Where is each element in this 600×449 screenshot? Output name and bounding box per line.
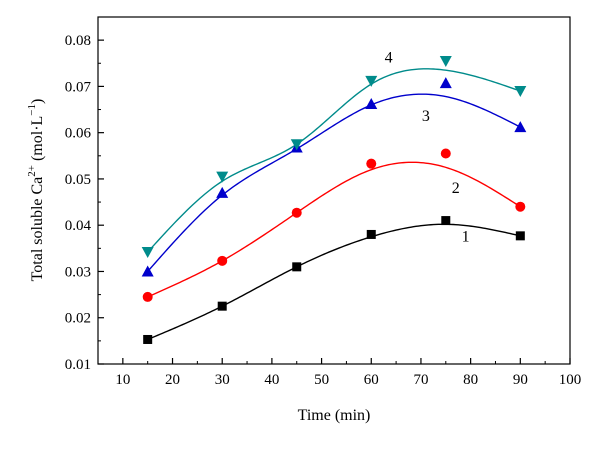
data-point-series-2 <box>217 255 228 266</box>
series-labels: 1 2 3 4 <box>385 49 470 245</box>
y-axis-ticks: 0.01 0.02 0.03 0.04 0.05 0.06 0.07 0.08 <box>65 33 104 373</box>
x-tick-label: 30 <box>215 372 230 388</box>
series-label-3: 3 <box>422 108 430 125</box>
data-point-series-2 <box>142 291 153 302</box>
series-label-4: 4 <box>385 49 393 66</box>
y-tick-label: 0.01 <box>65 357 91 373</box>
x-axis-title: Time (min) <box>298 407 371 424</box>
data-point-series-1 <box>441 216 451 226</box>
data-point-series-4 <box>141 247 154 259</box>
x-tick-label: 70 <box>413 372 428 388</box>
series-label-2: 2 <box>452 180 460 197</box>
data-point-series-3 <box>365 97 378 109</box>
series-label-1: 1 <box>462 228 470 245</box>
data-point-series-3 <box>439 77 452 89</box>
data-point-series-1 <box>515 231 525 241</box>
data-points <box>141 55 527 344</box>
data-point-series-2 <box>366 158 377 169</box>
fit-curve-series-3 <box>147 93 521 272</box>
x-tick-label: 50 <box>314 372 329 388</box>
fit-curve-series-4 <box>147 68 521 253</box>
y-tick-label: 0.06 <box>65 126 92 142</box>
x-axis-ticks: 10 20 30 40 50 60 70 80 90 100 <box>115 358 581 388</box>
data-point-series-3 <box>216 186 229 198</box>
x-tick-label: 20 <box>165 372 180 388</box>
data-point-series-1 <box>292 262 302 272</box>
fit-curve-series-2 <box>147 161 521 298</box>
data-point-series-4 <box>216 171 229 183</box>
y-tick-label: 0.05 <box>65 172 91 188</box>
y-tick-label: 0.07 <box>65 79 92 95</box>
x-tick-label: 10 <box>115 372 130 388</box>
data-point-series-2 <box>291 207 302 218</box>
y-tick-label: 0.02 <box>65 311 91 327</box>
data-point-series-2 <box>440 148 451 159</box>
fit-curves <box>147 68 521 341</box>
plot-frame <box>97 16 571 365</box>
y-axis-title-sup: 2+ <box>26 165 38 177</box>
fit-curve-series-1 <box>147 223 521 341</box>
data-point-series-4 <box>365 75 378 87</box>
data-point-series-2 <box>515 201 526 212</box>
x-tick-label: 60 <box>364 372 379 388</box>
y-axis-title-unit-close: ) <box>29 99 46 104</box>
data-point-series-1 <box>217 301 227 311</box>
x-tick-label: 80 <box>463 372 478 388</box>
data-point-series-1 <box>143 334 153 344</box>
y-axis-title-unit-open: (mol·L <box>29 116 46 165</box>
data-point-series-1 <box>366 229 376 239</box>
y-tick-label: 0.04 <box>65 218 92 234</box>
data-point-series-3 <box>141 265 154 277</box>
data-point-series-4 <box>290 139 303 151</box>
y-axis-title-unit-sup: −1 <box>26 104 38 116</box>
y-tick-label: 0.03 <box>65 264 91 280</box>
y-axis-title-main: Total soluble Ca <box>29 177 46 282</box>
y-tick-label: 0.08 <box>65 33 91 49</box>
x-tick-label: 40 <box>264 372 279 388</box>
y-axis-title: Total soluble Ca2+ (mol·L−1) <box>26 99 46 282</box>
x-tick-label: 90 <box>513 372 528 388</box>
x-tick-label: 100 <box>559 372 582 388</box>
data-point-series-3 <box>514 121 527 133</box>
data-point-series-4 <box>514 86 527 98</box>
data-point-series-4 <box>439 55 452 67</box>
